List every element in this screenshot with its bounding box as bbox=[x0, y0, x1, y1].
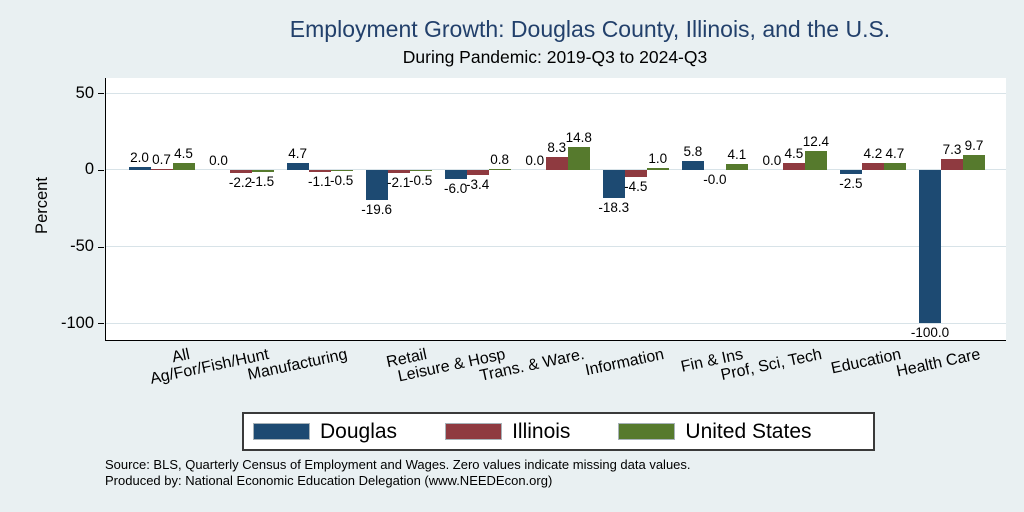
y-tick bbox=[98, 323, 104, 325]
bar bbox=[387, 169, 410, 174]
bar bbox=[646, 168, 669, 170]
bar bbox=[919, 169, 941, 324]
bar-value-label: 0.8 bbox=[490, 151, 510, 167]
bar-value-label: -6.0 bbox=[444, 181, 468, 197]
bar-value-label: -0.5 bbox=[409, 172, 433, 188]
legend-item: Illinois bbox=[445, 420, 570, 444]
bar bbox=[150, 168, 173, 170]
bar-value-label: 0.0 bbox=[762, 152, 782, 168]
y-tick bbox=[98, 93, 104, 95]
bar bbox=[725, 163, 748, 170]
bar-value-label: -2.5 bbox=[839, 175, 863, 191]
legend-item: Douglas bbox=[253, 420, 397, 444]
legend-swatch bbox=[253, 423, 310, 440]
bar-value-label: -18.3 bbox=[598, 199, 630, 215]
bar-value-label: 2.0 bbox=[130, 149, 149, 165]
bar bbox=[839, 169, 862, 174]
bar bbox=[963, 155, 985, 170]
source-note: Source: BLS, Quarterly Census of Employm… bbox=[105, 457, 691, 472]
bar bbox=[782, 163, 805, 170]
legend-item: United States bbox=[618, 419, 812, 444]
bar-value-label: -0.0 bbox=[703, 171, 727, 187]
plot-area: 2.0 0.0 4.7 -19.6 -6.0 0.0 -18.3 5.8 0.0 -2.5 -100… bbox=[105, 78, 1006, 341]
bar-value-label: 4.1 bbox=[727, 146, 747, 162]
bar bbox=[409, 169, 432, 171]
bar bbox=[444, 169, 467, 180]
bar bbox=[172, 163, 195, 170]
bar bbox=[251, 169, 274, 173]
gridline bbox=[106, 169, 1006, 171]
bar bbox=[308, 169, 331, 172]
bar bbox=[229, 169, 252, 174]
bar-value-label: 4.7 bbox=[288, 145, 307, 161]
bar-value-label: -0.5 bbox=[329, 172, 354, 188]
bar-value-label: 0.7 bbox=[152, 151, 171, 167]
y-tick-label: -100 bbox=[60, 313, 94, 332]
bar bbox=[624, 169, 647, 177]
legend-swatch bbox=[618, 423, 676, 440]
legend: Douglas Illinois United States bbox=[242, 412, 875, 451]
bar-value-label: -4.5 bbox=[624, 178, 648, 194]
bar-value-label: 0.0 bbox=[209, 152, 228, 168]
x-tick-label: Health Care bbox=[894, 346, 982, 381]
y-tick-label: -50 bbox=[70, 237, 94, 256]
bar-value-label: -2.1 bbox=[387, 175, 411, 191]
y-tick bbox=[98, 169, 104, 171]
bar bbox=[804, 150, 827, 170]
bar bbox=[861, 163, 884, 170]
legend-swatch bbox=[445, 423, 503, 440]
bar-value-label: -19.6 bbox=[361, 201, 393, 217]
bar-value-label: 4.5 bbox=[174, 146, 193, 162]
bar-value-label: 4.5 bbox=[784, 146, 804, 162]
bar-value-label: 8.3 bbox=[547, 140, 567, 156]
bar-value-label: -1.5 bbox=[250, 174, 275, 190]
bar-value-label: 4.7 bbox=[885, 145, 905, 161]
bar-value-label: 4.2 bbox=[863, 146, 883, 162]
gridline bbox=[106, 322, 1006, 324]
bar bbox=[365, 169, 388, 200]
bar-value-label: 9.7 bbox=[964, 138, 984, 154]
bar-value-label: -3.4 bbox=[466, 177, 490, 193]
bar-value-label: 1.0 bbox=[648, 151, 668, 167]
bar bbox=[128, 166, 151, 170]
legend-label: United States bbox=[685, 419, 812, 443]
x-tick-label: Education bbox=[829, 346, 903, 378]
bar-value-label: 7.3 bbox=[942, 141, 962, 157]
bar bbox=[286, 162, 309, 170]
bar bbox=[330, 169, 353, 171]
y-tick-label: 0 bbox=[84, 160, 94, 179]
bar-value-label: 14.8 bbox=[565, 130, 592, 146]
bar-value-label: -2.2 bbox=[228, 175, 253, 191]
bar-value-label: -100.0 bbox=[910, 325, 950, 341]
gridline bbox=[106, 246, 1006, 248]
legend-label: Douglas bbox=[320, 419, 398, 443]
bar-value-label: 5.8 bbox=[683, 144, 703, 160]
bar bbox=[941, 158, 963, 170]
bar-value-label: -1.1 bbox=[307, 173, 332, 189]
bar bbox=[545, 157, 568, 170]
bar-value-label: 12.4 bbox=[802, 133, 830, 149]
gridline bbox=[106, 92, 1006, 94]
bar bbox=[883, 162, 906, 170]
bar bbox=[567, 147, 590, 170]
y-axis-label: Percent bbox=[32, 177, 51, 234]
chart-title: Employment Growth: Douglas County, Illin… bbox=[289, 16, 891, 42]
bar bbox=[466, 169, 489, 176]
y-tick bbox=[98, 246, 104, 248]
bar bbox=[681, 161, 704, 170]
bar-value-label: 0.0 bbox=[525, 152, 545, 168]
x-tick-label: Information bbox=[583, 346, 666, 380]
y-tick-label: 50 bbox=[75, 83, 94, 102]
bar bbox=[488, 168, 511, 170]
produced-note: Produced by: National Economic Education… bbox=[105, 473, 553, 488]
legend-label: Illinois bbox=[512, 419, 571, 443]
chart-subtitle: During Pandemic: 2019-Q3 to 2024-Q3 bbox=[402, 47, 708, 67]
bar bbox=[602, 169, 625, 198]
